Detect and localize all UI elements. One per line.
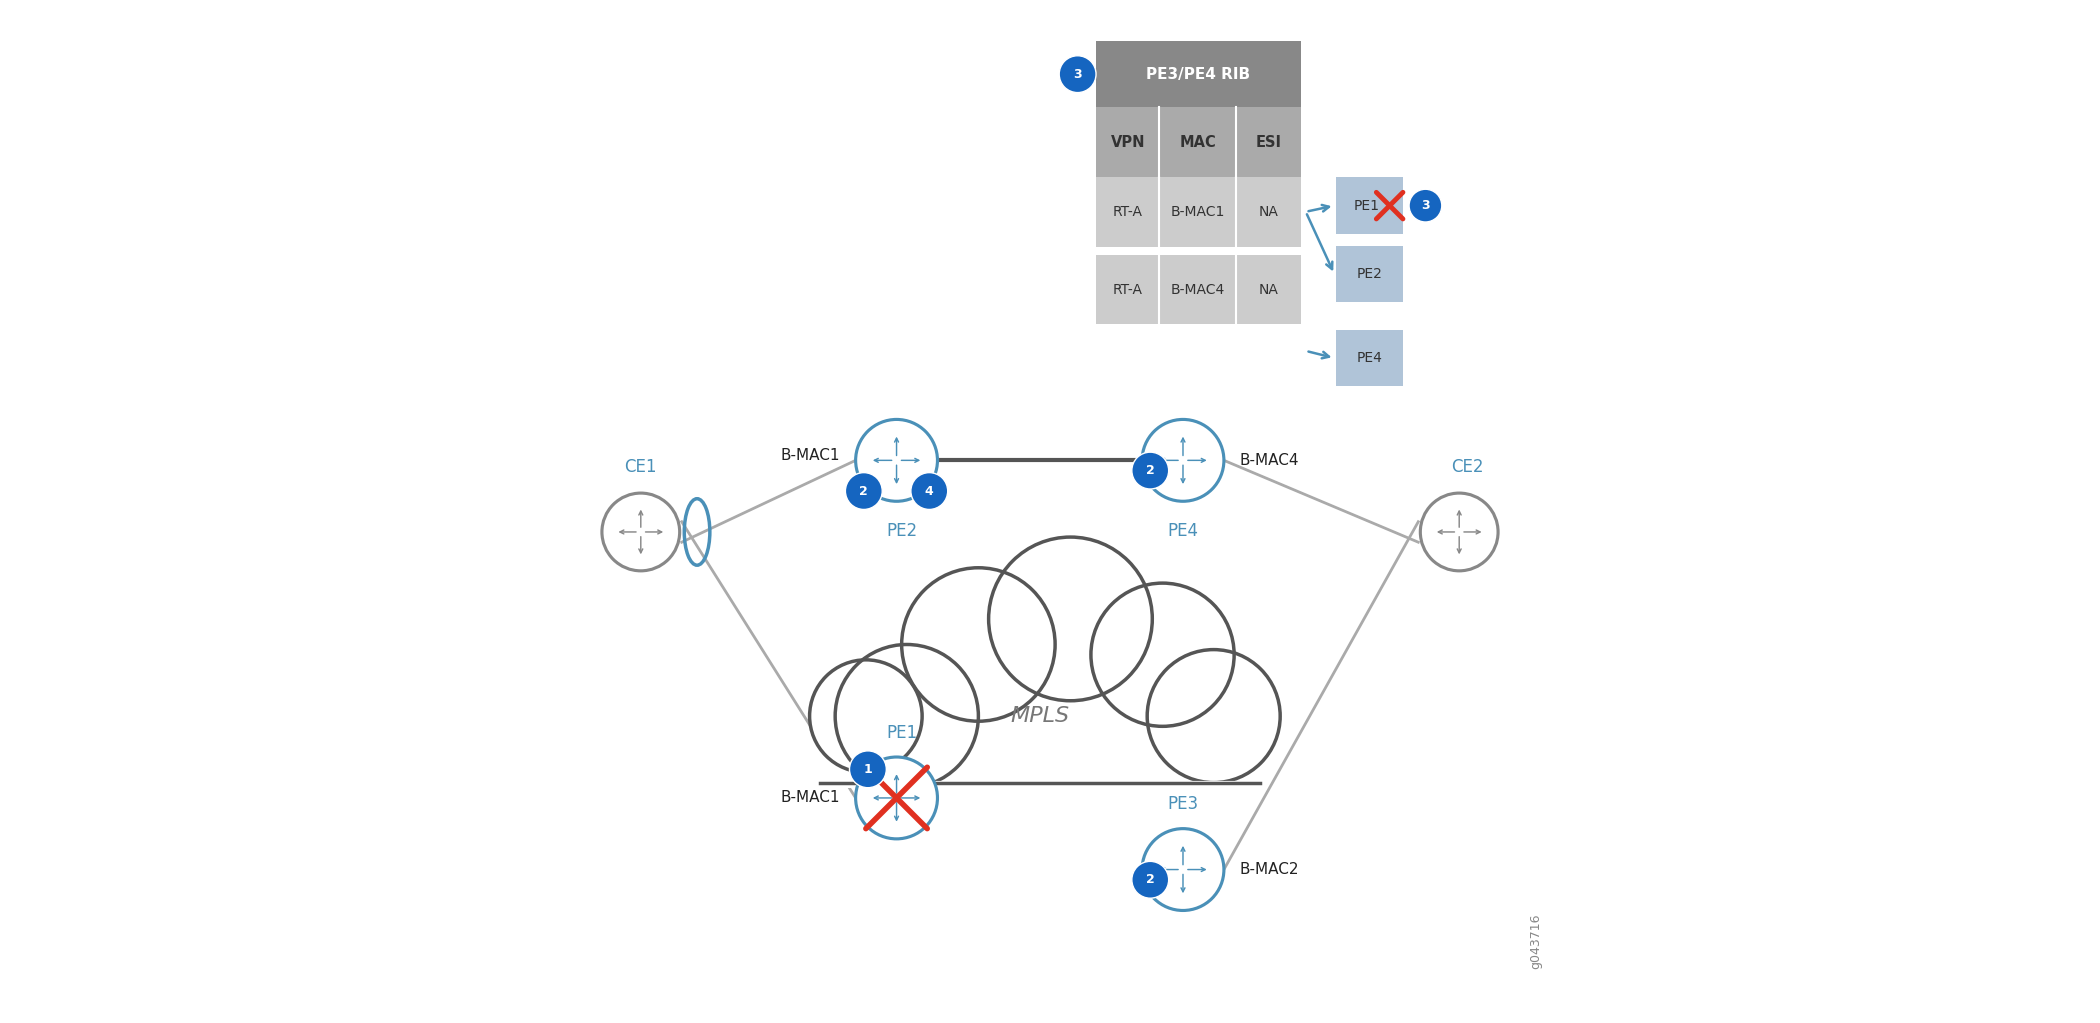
Text: g043716: g043716 xyxy=(1529,914,1541,969)
Text: NA: NA xyxy=(1258,282,1279,297)
Circle shape xyxy=(811,660,922,772)
Text: PE2: PE2 xyxy=(1357,267,1382,281)
FancyBboxPatch shape xyxy=(1096,107,1300,177)
Text: 1: 1 xyxy=(863,763,871,775)
Text: PE4: PE4 xyxy=(1168,522,1199,540)
Circle shape xyxy=(911,473,947,509)
FancyBboxPatch shape xyxy=(1336,247,1403,303)
Text: B-MAC4: B-MAC4 xyxy=(1170,282,1224,297)
Text: PE1: PE1 xyxy=(886,723,918,742)
Circle shape xyxy=(989,537,1153,701)
Circle shape xyxy=(855,419,937,501)
FancyBboxPatch shape xyxy=(1096,255,1300,324)
Circle shape xyxy=(1132,452,1170,489)
Text: B-MAC1: B-MAC1 xyxy=(781,448,840,462)
Circle shape xyxy=(901,568,1054,721)
Circle shape xyxy=(1147,650,1281,783)
Text: MAC: MAC xyxy=(1180,135,1216,149)
Text: 3: 3 xyxy=(1422,199,1430,212)
Circle shape xyxy=(1420,493,1497,571)
Circle shape xyxy=(1409,189,1443,222)
Circle shape xyxy=(1058,55,1096,93)
Text: 3: 3 xyxy=(1073,68,1082,81)
Text: B-MAC4: B-MAC4 xyxy=(1239,453,1298,468)
Circle shape xyxy=(1142,419,1224,501)
Text: PE2: PE2 xyxy=(886,522,918,540)
Circle shape xyxy=(850,751,886,788)
Text: CE1: CE1 xyxy=(624,457,657,476)
Circle shape xyxy=(836,644,979,788)
Text: ESI: ESI xyxy=(1256,135,1281,149)
Text: PE4: PE4 xyxy=(1357,351,1382,365)
Circle shape xyxy=(1142,829,1224,910)
FancyBboxPatch shape xyxy=(819,696,1260,788)
Text: 2: 2 xyxy=(1147,874,1155,886)
Text: PE1: PE1 xyxy=(1352,198,1380,213)
Text: VPN: VPN xyxy=(1111,135,1145,149)
Text: RT-A: RT-A xyxy=(1113,282,1142,297)
Circle shape xyxy=(1090,583,1235,726)
Circle shape xyxy=(846,473,882,509)
Text: 2: 2 xyxy=(1147,464,1155,477)
Text: PE3/PE4 RIB: PE3/PE4 RIB xyxy=(1147,66,1250,82)
FancyBboxPatch shape xyxy=(1336,330,1403,387)
Text: 4: 4 xyxy=(924,485,934,497)
Text: MPLS: MPLS xyxy=(1010,706,1069,726)
Text: NA: NA xyxy=(1258,205,1279,219)
Text: PE3: PE3 xyxy=(1168,795,1199,813)
FancyBboxPatch shape xyxy=(1096,41,1300,107)
Text: B-MAC2: B-MAC2 xyxy=(1239,862,1298,877)
FancyBboxPatch shape xyxy=(1096,177,1300,247)
Text: B-MAC1: B-MAC1 xyxy=(781,791,840,805)
Circle shape xyxy=(855,757,937,839)
Circle shape xyxy=(603,493,680,571)
Text: B-MAC1: B-MAC1 xyxy=(1170,205,1224,219)
Circle shape xyxy=(1132,861,1170,898)
Text: 2: 2 xyxy=(859,485,867,497)
FancyBboxPatch shape xyxy=(1336,178,1403,234)
Text: RT-A: RT-A xyxy=(1113,205,1142,219)
Text: CE2: CE2 xyxy=(1451,457,1483,476)
